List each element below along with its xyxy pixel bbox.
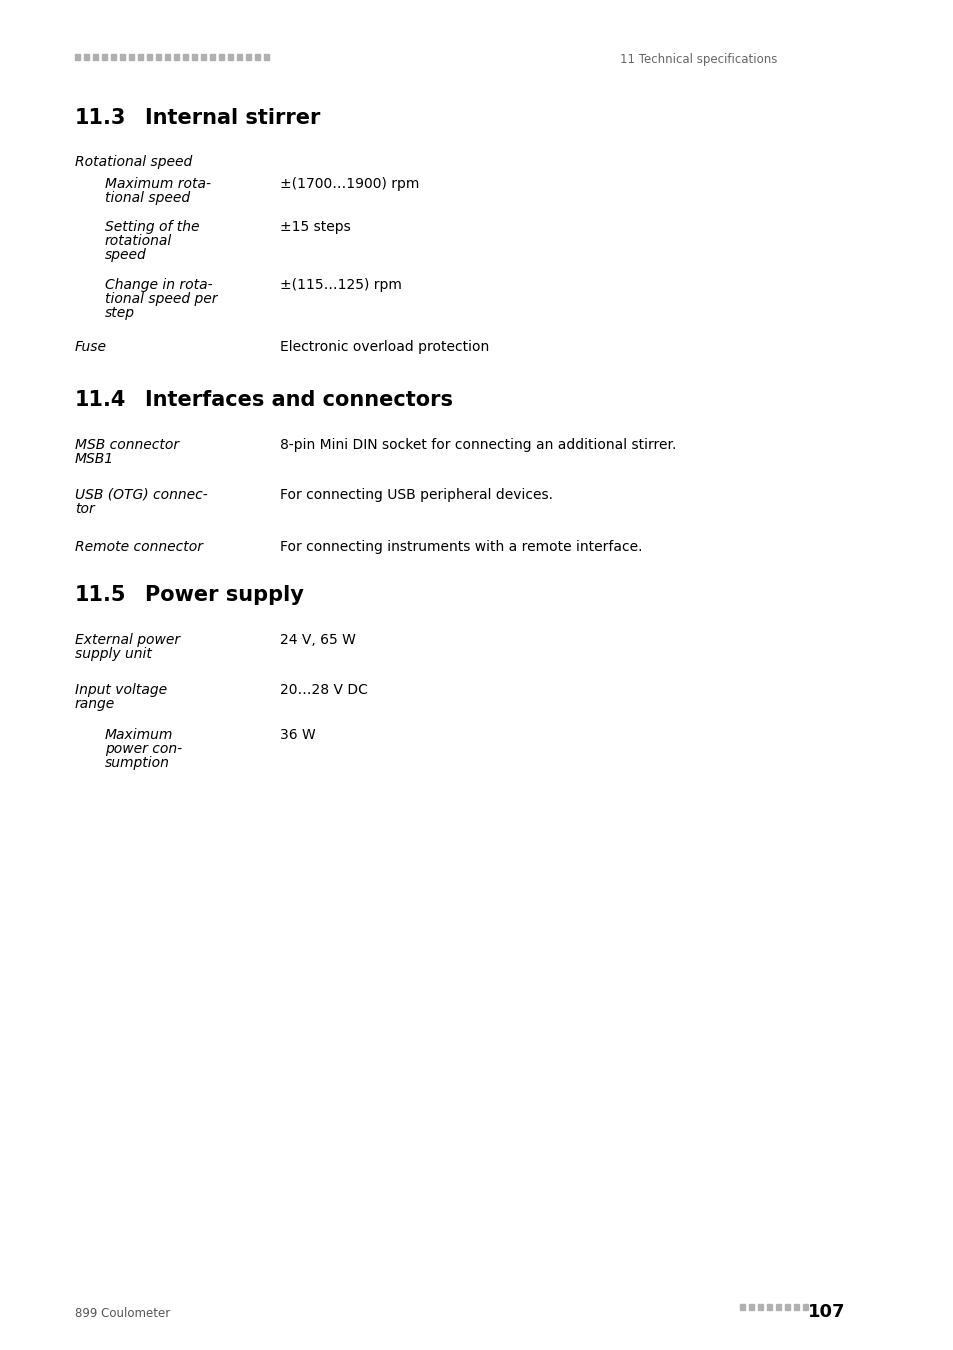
Bar [219,54,224,59]
Text: tional speed per: tional speed per [105,292,217,306]
Bar [740,1304,744,1310]
Text: ±15 steps: ±15 steps [280,220,351,234]
Bar [775,1304,781,1310]
Text: range: range [75,697,115,711]
Bar [264,54,269,59]
Text: Power supply: Power supply [145,585,304,605]
Text: 11.4: 11.4 [75,390,126,410]
Text: tor: tor [75,502,94,516]
Text: Maximum rota-: Maximum rota- [105,177,211,190]
Text: 36 W: 36 W [280,728,315,743]
Bar [192,54,196,59]
Text: 11.3: 11.3 [75,108,126,128]
Text: Electronic overload protection: Electronic overload protection [280,340,489,354]
Text: Setting of the: Setting of the [105,220,199,234]
Text: Rotational speed: Rotational speed [75,155,193,169]
Bar [793,1304,799,1310]
Bar [766,1304,771,1310]
Text: tional speed: tional speed [105,190,190,205]
Text: Interfaces and connectors: Interfaces and connectors [145,390,453,410]
Text: 107: 107 [807,1303,844,1322]
Bar [156,54,161,59]
Text: 20…28 V DC: 20…28 V DC [280,683,368,697]
Bar [138,54,143,59]
Text: External power: External power [75,633,180,647]
Bar [84,54,89,59]
Text: 11 Technical specifications: 11 Technical specifications [619,53,777,66]
Bar [129,54,133,59]
Text: Maximum: Maximum [105,728,173,743]
Bar [236,54,242,59]
Bar [111,54,116,59]
Text: ±(115…125) rpm: ±(115…125) rpm [280,278,401,292]
Bar [748,1304,753,1310]
Bar [102,54,107,59]
Bar [802,1304,807,1310]
Bar [210,54,214,59]
Text: power con-: power con- [105,743,182,756]
Text: rotational: rotational [105,234,172,248]
Bar [784,1304,789,1310]
Bar [758,1304,762,1310]
Text: MSB connector: MSB connector [75,437,179,452]
Bar [201,54,206,59]
Bar [120,54,125,59]
Text: 899 Coulometer: 899 Coulometer [75,1307,170,1320]
Text: Input voltage: Input voltage [75,683,167,697]
Text: For connecting USB peripheral devices.: For connecting USB peripheral devices. [280,487,553,502]
Text: supply unit: supply unit [75,647,152,662]
Text: ±(1700…1900) rpm: ±(1700…1900) rpm [280,177,419,190]
Bar [173,54,179,59]
Text: Fuse: Fuse [75,340,107,354]
Bar [147,54,152,59]
Bar [183,54,188,59]
Text: For connecting instruments with a remote interface.: For connecting instruments with a remote… [280,540,641,553]
Text: Change in rota-: Change in rota- [105,278,213,292]
Text: 11.5: 11.5 [75,585,127,605]
Text: Internal stirrer: Internal stirrer [145,108,320,128]
Text: MSB1: MSB1 [75,452,114,466]
Bar [75,54,80,59]
Text: speed: speed [105,248,147,262]
Bar [92,54,98,59]
Text: 8-pin Mini DIN socket for connecting an additional stirrer.: 8-pin Mini DIN socket for connecting an … [280,437,676,452]
Text: 24 V, 65 W: 24 V, 65 W [280,633,355,647]
Bar [246,54,251,59]
Bar [228,54,233,59]
Text: sumption: sumption [105,756,170,770]
Text: step: step [105,306,135,320]
Text: Remote connector: Remote connector [75,540,203,553]
Bar [254,54,260,59]
Text: USB (OTG) connec-: USB (OTG) connec- [75,487,208,502]
Bar [165,54,170,59]
